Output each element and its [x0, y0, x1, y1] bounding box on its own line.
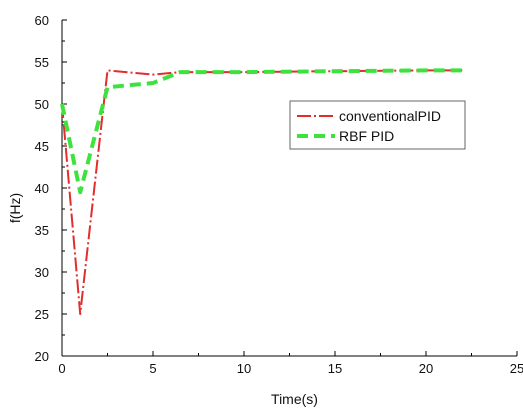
y-tick-label: 30	[35, 265, 49, 280]
y-tick-label: 20	[35, 349, 49, 364]
x-tick-label: 25	[510, 361, 523, 376]
y-tick-label: 45	[35, 139, 49, 154]
y-tick-label: 25	[35, 307, 49, 322]
x-tick-label: 20	[419, 361, 433, 376]
legend-box	[289, 100, 466, 150]
axes: 0 5 10 15 20 25 20 25 30 35 40 45 50 55 60 Time(s) f(Hz)	[7, 13, 523, 407]
y-axis-title: f(Hz)	[7, 193, 23, 223]
y-tick-label: 35	[35, 223, 49, 238]
legend-label-conventional-pid: conventionalPID	[339, 108, 441, 124]
y-tick-label: 40	[35, 181, 49, 196]
y-tick-label: 60	[35, 13, 49, 28]
x-tick-label: 15	[328, 361, 342, 376]
y-tick-label: 55	[35, 55, 49, 70]
x-tick-label: 5	[149, 361, 156, 376]
legend-label-rbf-pid: RBF PID	[339, 128, 394, 144]
series-line-rbf-pid	[60, 68, 463, 195]
series-lines	[60, 68, 463, 315]
legend: conventionalPID RBF PID	[289, 100, 466, 150]
x-tick-label: 10	[237, 361, 251, 376]
y-tick-label: 50	[35, 97, 49, 112]
x-tick-label: 0	[58, 361, 65, 376]
x-axis-title: Time(s)	[271, 391, 318, 407]
